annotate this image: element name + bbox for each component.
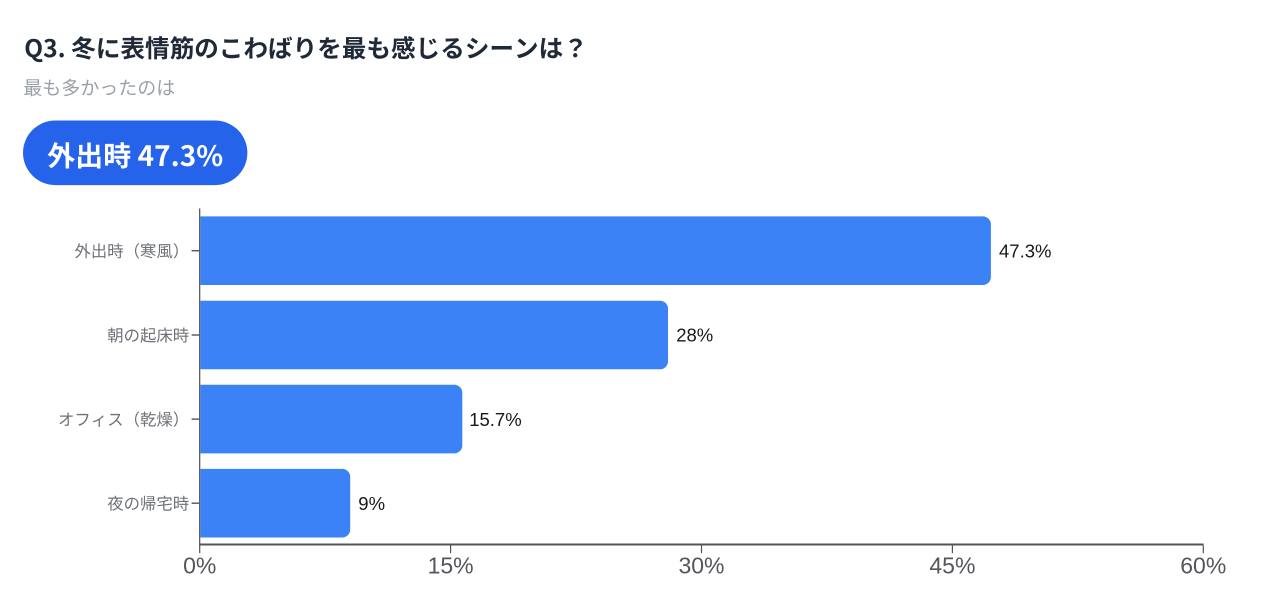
svg-text:15%: 15% xyxy=(428,553,474,579)
svg-text:45%: 45% xyxy=(929,553,975,579)
svg-text:47.3%: 47.3% xyxy=(999,240,1051,261)
svg-text:28%: 28% xyxy=(676,325,713,346)
svg-text:15.7%: 15.7% xyxy=(469,409,521,430)
svg-text:60%: 60% xyxy=(1180,553,1226,579)
svg-text:9%: 9% xyxy=(358,493,385,514)
svg-text:30%: 30% xyxy=(678,553,724,579)
svg-text:0%: 0% xyxy=(183,553,216,579)
